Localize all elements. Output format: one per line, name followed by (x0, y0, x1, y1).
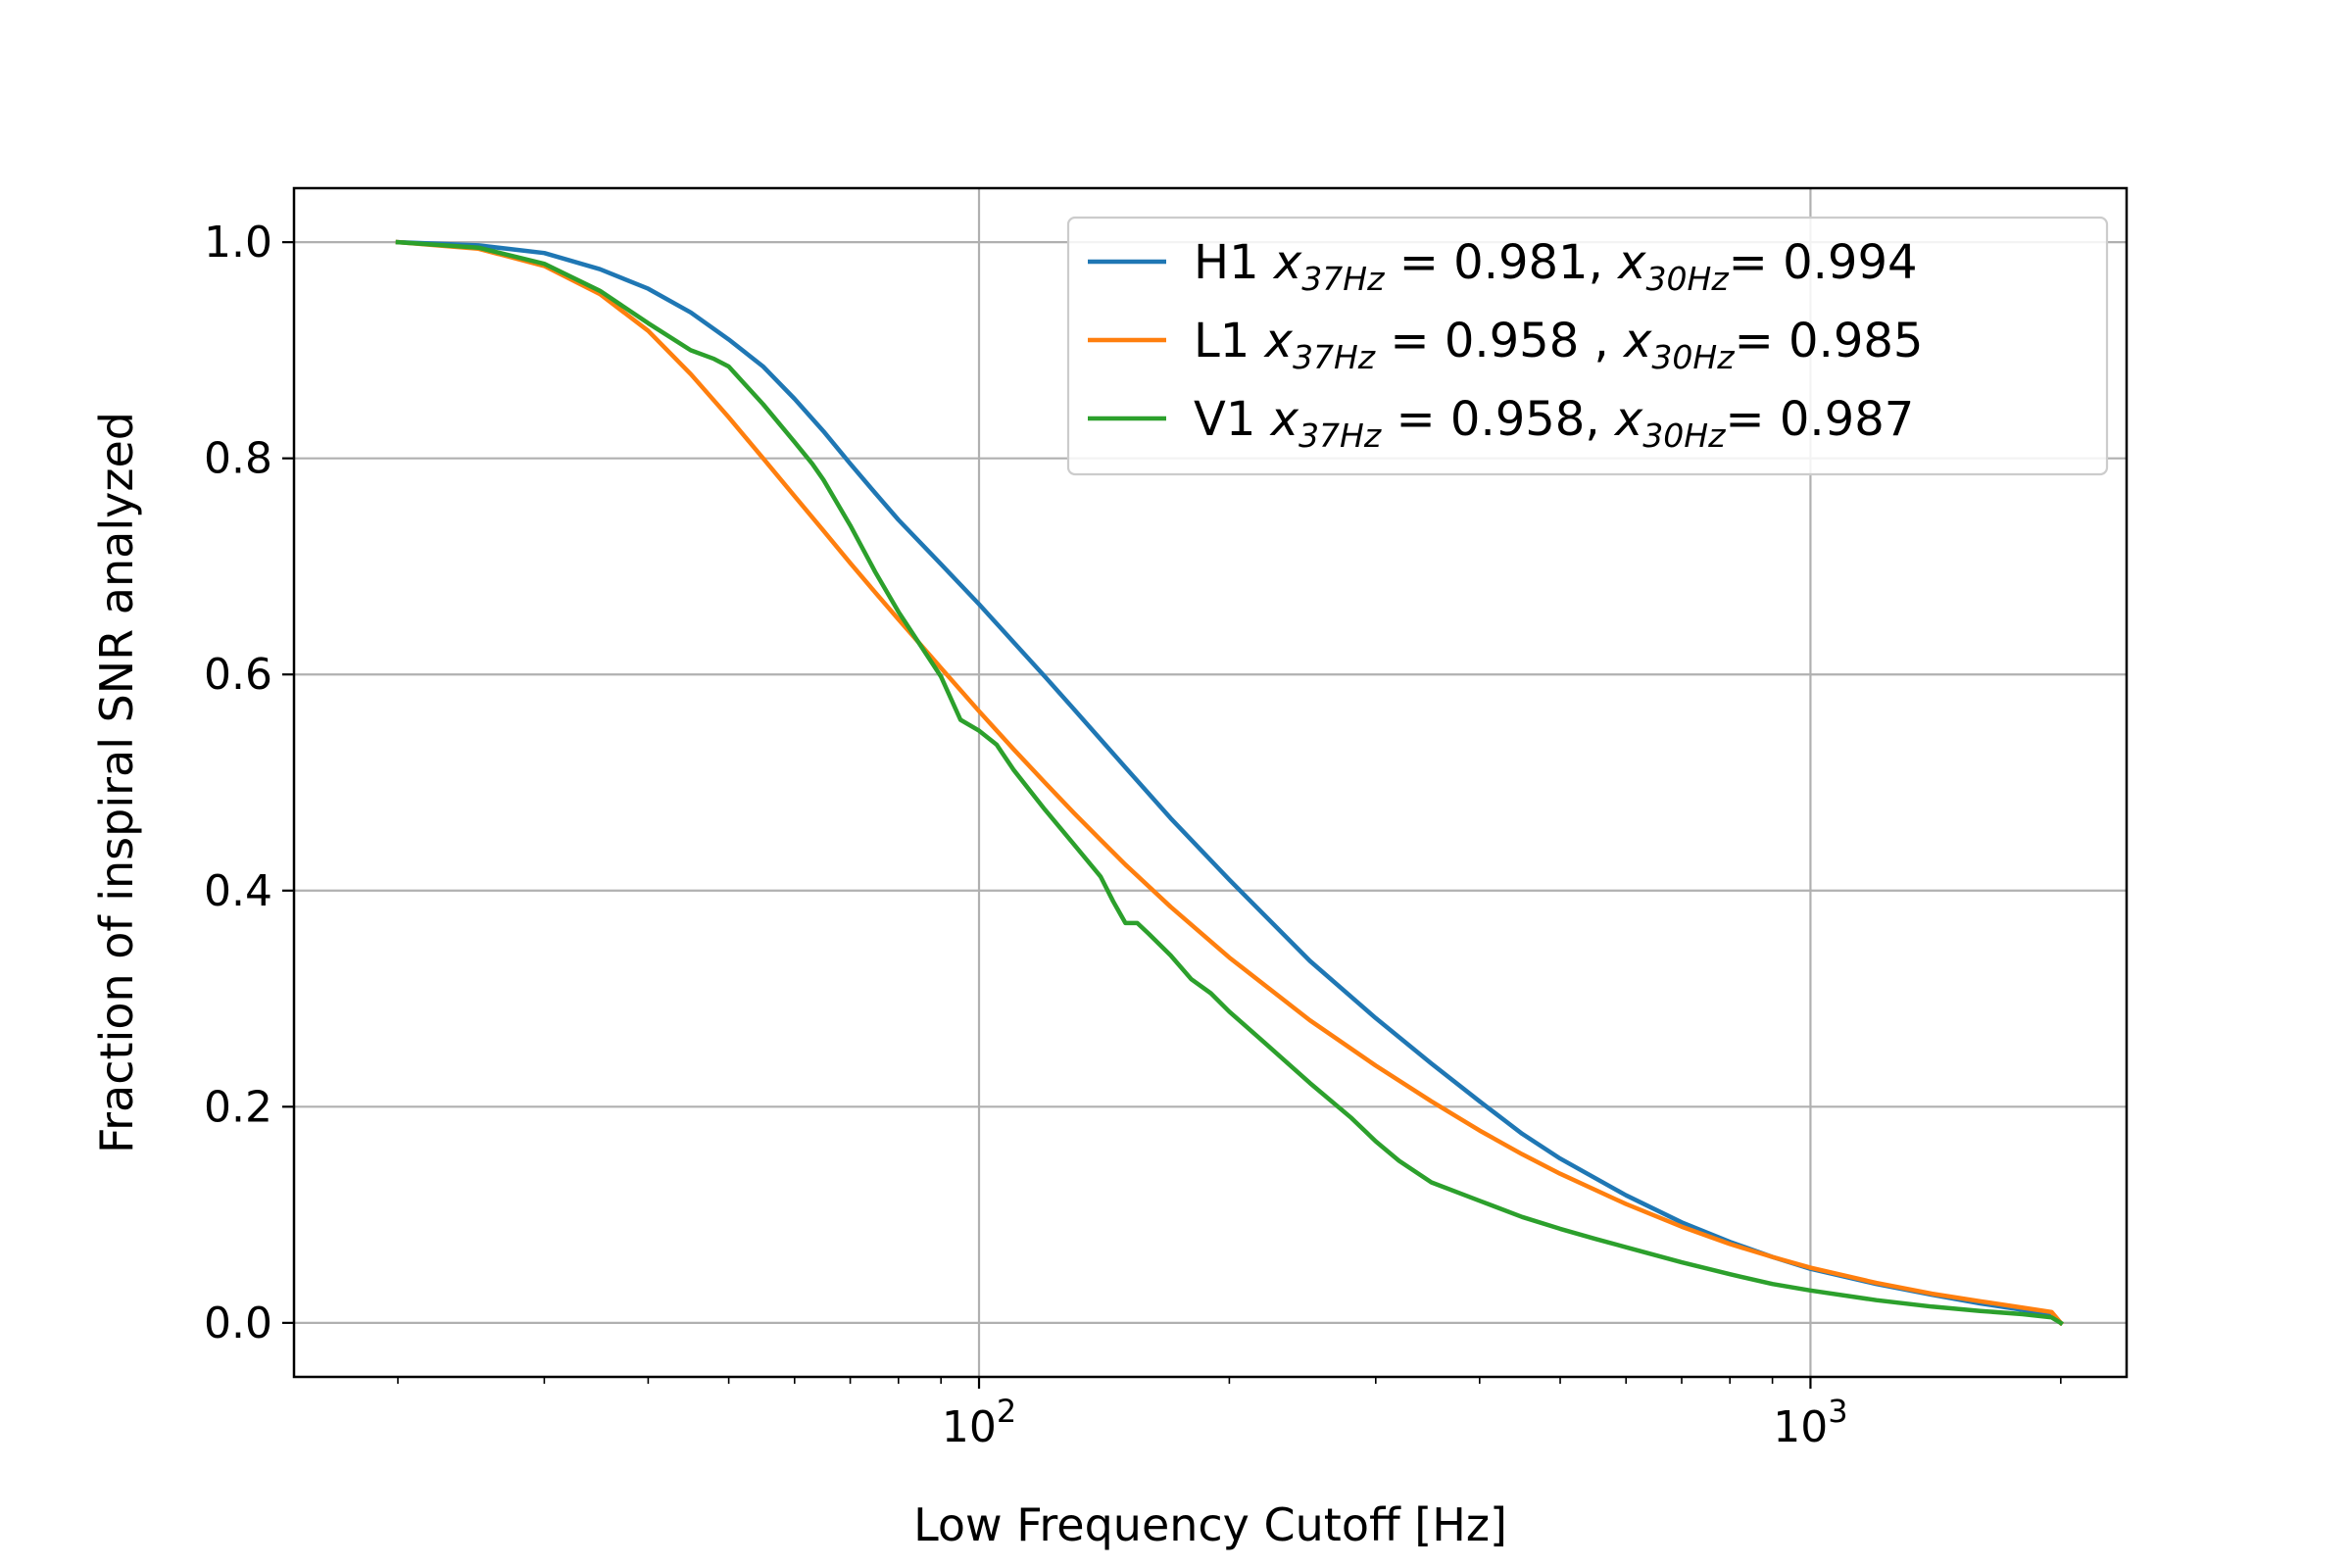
legend-part-eq2: = 0.985 (1735, 314, 1924, 368)
series-line-v1 (395, 239, 2064, 1326)
legend-part-eq2: = 0.987 (1725, 392, 1914, 447)
x-tick-base: 10 (942, 1402, 997, 1452)
x-tick-base: 10 (1773, 1402, 1828, 1452)
legend-entry-v1: V1 x37Hz = 0.958, x30Hz= 0.987 (1194, 392, 1914, 455)
legend-part-sub2: 30Hz (1642, 416, 1726, 455)
legend-part-sub1: 37Hz (1293, 338, 1376, 376)
legend-part-sub2: 30Hz (1651, 338, 1735, 376)
legend-part-x: x (1272, 235, 1302, 290)
legend-part-det: L1 (1194, 314, 1265, 368)
legend-part-eq2: = 0.994 (1729, 235, 1918, 290)
y-axis-label: Fraction of inspiral SNR analyzed (90, 412, 143, 1153)
series-line-l1 (395, 239, 2064, 1327)
legend-box (1066, 216, 2109, 476)
legend-part-x: x (1269, 392, 1299, 447)
legend-part-sub1: 37Hz (1298, 416, 1382, 455)
y-tick-label: 0.4 (204, 866, 272, 916)
x-axis-label: Low Frequency Cutoff [Hz] (913, 1498, 1507, 1551)
y-tick-label: 0.8 (204, 434, 272, 484)
x-tick-label: 103 (1773, 1393, 1847, 1452)
x-tick-exponent: 2 (997, 1393, 1016, 1430)
series-lines (395, 239, 2064, 1327)
axis-ticks (282, 241, 2062, 1389)
y-tick-label: 0.2 (204, 1082, 272, 1132)
y-tick-label: 0.0 (204, 1298, 272, 1348)
legend-entry-h1: H1 x37Hz = 0.981, x30Hz= 0.994 (1194, 235, 1918, 298)
y-tick-label: 1.0 (204, 218, 272, 268)
legend-entry-l1: L1 x37Hz = 0.958 , x30Hz= 0.985 (1194, 314, 1923, 376)
legend-part-sub1: 37Hz (1301, 260, 1385, 298)
x-tick-label: 102 (942, 1393, 1016, 1452)
legend-part-x: x (1263, 314, 1294, 368)
legend-part-det: H1 (1194, 235, 1274, 290)
x-tick-exponent: 3 (1828, 1393, 1847, 1430)
legend-part-x: x (1622, 314, 1652, 368)
legend-part-x: x (1616, 235, 1646, 290)
legend-part-x: x (1613, 392, 1643, 447)
legend-part-det: V1 (1194, 392, 1271, 447)
legend-part-eq1: = 0.981, (1384, 235, 1618, 290)
legend-part-eq1: = 0.958, (1381, 392, 1615, 447)
legend-part-sub2: 30Hz (1646, 260, 1730, 298)
legend-part-eq1: = 0.958 , (1375, 314, 1624, 368)
y-tick-label: 0.6 (204, 650, 272, 700)
plot-frame (292, 186, 2129, 1379)
